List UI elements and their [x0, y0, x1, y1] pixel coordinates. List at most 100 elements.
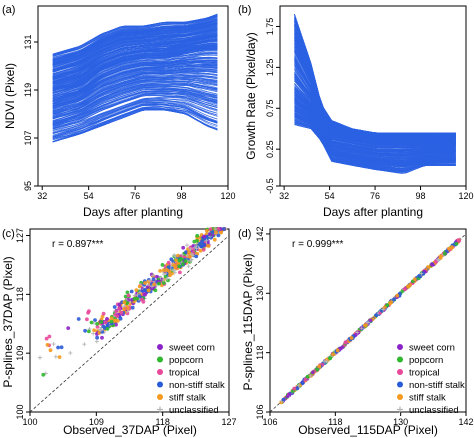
c-scatter-point	[87, 329, 91, 334]
c-scatter-point	[219, 230, 223, 235]
panel-d-x-ticks: 106 118 130 142	[262, 412, 474, 427]
panel-a-label: (a)	[2, 4, 15, 16]
c-scatter-point	[158, 269, 163, 273]
c-scatter-point	[208, 227, 213, 232]
a-series-line	[52, 23, 218, 66]
c-scatter-point	[85, 317, 89, 322]
c-scatter-point	[125, 306, 130, 310]
a-series-line	[52, 70, 218, 108]
d-legend-marker	[397, 356, 403, 363]
a-series-line	[52, 109, 218, 140]
panel-b-y-ticks: -0.5 0.25 0.75 1.25 1.75	[265, 18, 280, 194]
c-scatter-point	[195, 238, 199, 243]
panel-d-label: (d)	[238, 228, 251, 240]
c-scatter-point	[109, 316, 114, 321]
c-scatter-point	[145, 285, 150, 290]
d-scatter-point	[374, 313, 378, 318]
c-x-tick-label: 127	[221, 417, 236, 427]
d-x-tick-label: 106	[262, 417, 277, 427]
panel-a-y-ticks: 95 107 119 131	[23, 34, 38, 191]
a-series-line	[52, 15, 218, 56]
c-scatter-point	[106, 321, 111, 326]
c-scatter-point	[138, 290, 143, 295]
a-series-line	[52, 60, 218, 102]
panel-b-series-lines	[294, 14, 456, 174]
panel-c-x-axis-label: Observed_37DAP (Pixel)	[63, 423, 197, 437]
a-x-tick-label: 98	[177, 191, 187, 201]
c-scatter-point	[186, 247, 190, 252]
c-scatter-point	[177, 258, 182, 263]
b-series-line	[294, 116, 456, 170]
a-series-line	[52, 103, 218, 138]
d-scatter-point	[457, 238, 461, 243]
c-scatter-point	[202, 242, 206, 247]
c-scatter-point	[189, 252, 194, 257]
panel-d-y-ticks: 106 118 130 142	[255, 226, 270, 420]
c-scatter-point	[153, 288, 158, 293]
a-series-line	[52, 39, 218, 84]
d-scatter-point	[435, 257, 440, 262]
a-series-line	[52, 21, 218, 64]
c-scatter-point	[170, 268, 175, 273]
panel-b-frame	[279, 5, 467, 187]
c-scatter-point	[184, 250, 188, 255]
panel-c-correlation: r = 0.897***	[52, 239, 104, 250]
a-series-line	[52, 63, 218, 104]
panel-c-reference-line	[29, 235, 230, 413]
c-scatter-point	[95, 322, 99, 326]
b-series-line	[294, 108, 456, 163]
c-scatter-point	[59, 345, 64, 350]
c-scatter-point	[122, 307, 126, 311]
c-scatter-point	[178, 270, 182, 275]
a-series-line	[52, 59, 218, 101]
a-series-line	[52, 36, 218, 80]
d-scatter-point	[417, 274, 422, 278]
a-series-line	[52, 51, 218, 96]
panel-b-x-axis-label: Days after planting	[323, 205, 423, 219]
c-scatter-point	[66, 326, 71, 330]
c-scatter-point	[45, 343, 50, 347]
d-scatter-point	[454, 242, 459, 246]
c-scatter-point	[47, 334, 52, 339]
d-scatter-point	[434, 259, 439, 264]
a-series-line	[52, 108, 218, 143]
d-scatter-point	[308, 373, 313, 378]
d-scatter-point	[328, 356, 332, 361]
c-scatter-point	[137, 284, 142, 289]
a-x-tick-label: 54	[84, 191, 94, 201]
d-scatter-point	[413, 277, 417, 281]
c-scatter-point	[150, 286, 155, 291]
c-scatter-point	[83, 328, 87, 333]
d-legend-marker	[397, 394, 403, 400]
b-series-line	[294, 77, 456, 144]
c-y-tick-label: 100	[15, 404, 25, 419]
c-scatter-point	[212, 237, 217, 242]
c-scatter-point	[143, 281, 147, 285]
c-scatter-point	[105, 317, 109, 321]
a-series-line	[52, 26, 218, 70]
d-scatter-point	[331, 352, 335, 357]
a-series-line	[52, 46, 218, 91]
c-scatter-point	[165, 276, 170, 281]
a-series-line	[52, 38, 218, 82]
c-scatter-point	[222, 227, 226, 231]
d-scatter-point	[324, 359, 329, 364]
b-x-tick-label: 54	[325, 191, 335, 201]
c-scatter-point	[109, 319, 114, 324]
c-scatter-point	[117, 306, 121, 311]
d-scatter-point	[292, 386, 297, 391]
c-scatter-point	[37, 355, 42, 360]
c-y-tick-label: 109	[15, 346, 25, 361]
panel-c-frame	[29, 228, 230, 413]
d-scatter-point	[281, 397, 286, 402]
c-scatter-point	[92, 328, 96, 333]
c-scatter-point	[99, 320, 104, 324]
a-series-line	[52, 72, 218, 109]
c-scatter-point	[168, 273, 172, 278]
c-scatter-point	[194, 246, 199, 251]
d-legend-label: stiff stalk	[409, 393, 446, 404]
panel-d-points	[279, 237, 462, 405]
panel-a-x-axis-label: Days after planting	[83, 205, 183, 219]
a-series-line	[52, 20, 218, 62]
b-y-tick-label: 1.25	[265, 59, 275, 77]
